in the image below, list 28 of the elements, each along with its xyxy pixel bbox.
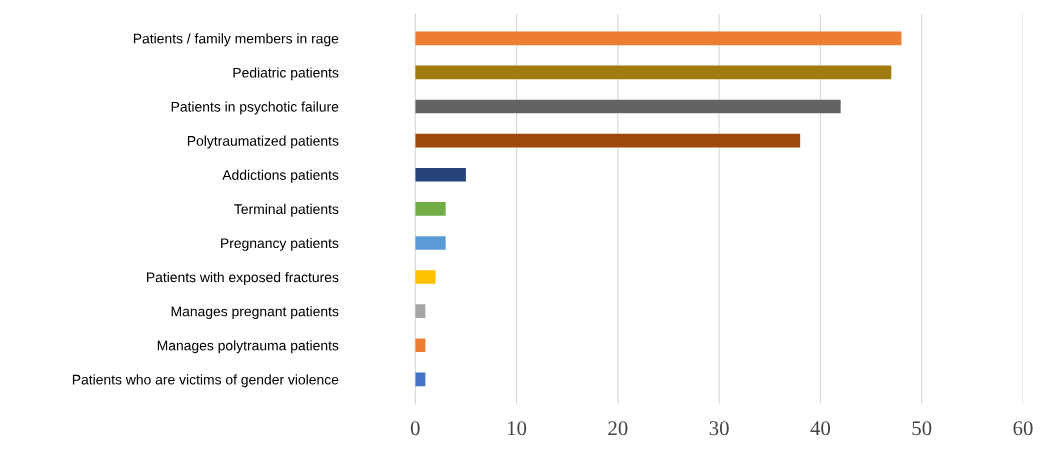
x-tick-label: 40 [810, 421, 831, 436]
y-tick-label: Terminal patients [234, 203, 339, 217]
y-tick-label: Manages pregnant patients [171, 306, 339, 320]
bar [415, 236, 446, 250]
x-tick-label: 10 [507, 421, 527, 436]
x-tick-label: 30 [709, 421, 729, 436]
bar [415, 99, 841, 114]
x-tick-label: 60 [1013, 421, 1033, 436]
y-tick-label: Patients in psychotic failure [171, 101, 339, 115]
bar [415, 270, 436, 284]
y-tick-label: Polytraumatized patients [187, 135, 339, 149]
x-tick-label: 50 [912, 421, 932, 436]
bar [415, 65, 892, 80]
bar [415, 31, 902, 46]
y-tick-label: Manages polytrauma patients [157, 340, 339, 354]
y-tick-label: Patients / family members in rage [133, 33, 339, 47]
y-tick-label: Patients with exposed fractures [147, 272, 339, 285]
bar [415, 167, 466, 182]
bar [415, 338, 426, 353]
y-tick-label: Patients who are victims of gender violence [72, 374, 339, 388]
x-tick-label: 0 [410, 421, 420, 436]
x-tick-label: 20 [608, 421, 628, 436]
y-tick-label: Pediatric patients [233, 67, 339, 81]
bar [415, 202, 446, 216]
y-tick-label: Addictions patients [222, 169, 339, 183]
y-tick-label: Pregnancy patients [221, 237, 339, 251]
bar [415, 133, 801, 148]
bar [415, 304, 426, 318]
